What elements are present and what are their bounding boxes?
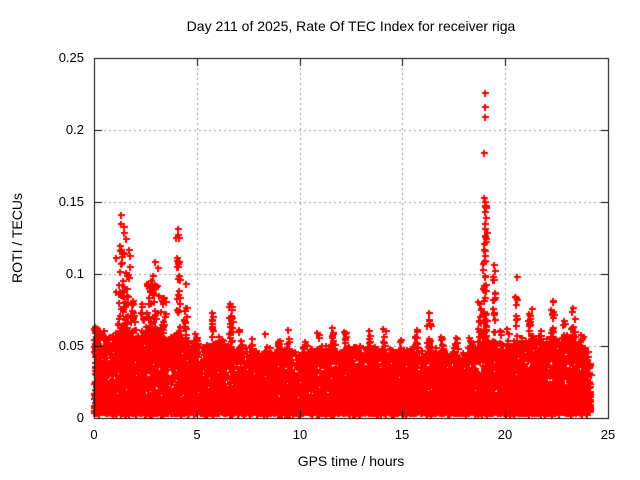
x-tick-label: 25 bbox=[600, 427, 616, 442]
y-tick-label: 0 bbox=[76, 410, 84, 425]
y-tick-label: 0.25 bbox=[58, 50, 84, 65]
x-axis-label: GPS time / hours bbox=[297, 453, 405, 469]
x-tick-label: 0 bbox=[90, 427, 98, 442]
x-tick-label: 5 bbox=[193, 427, 201, 442]
x-tick-label: 10 bbox=[292, 427, 308, 442]
x-tick-label: 15 bbox=[394, 427, 410, 442]
y-tick-label: 0.2 bbox=[65, 122, 84, 137]
chart-title: Day 211 of 2025, Rate Of TEC Index for r… bbox=[186, 18, 516, 34]
y-tick-label: 0.1 bbox=[65, 266, 84, 281]
y-tick-label: 0.05 bbox=[58, 338, 84, 353]
y-tick-label: 0.15 bbox=[58, 194, 84, 209]
x-tick-label: 20 bbox=[497, 427, 513, 442]
